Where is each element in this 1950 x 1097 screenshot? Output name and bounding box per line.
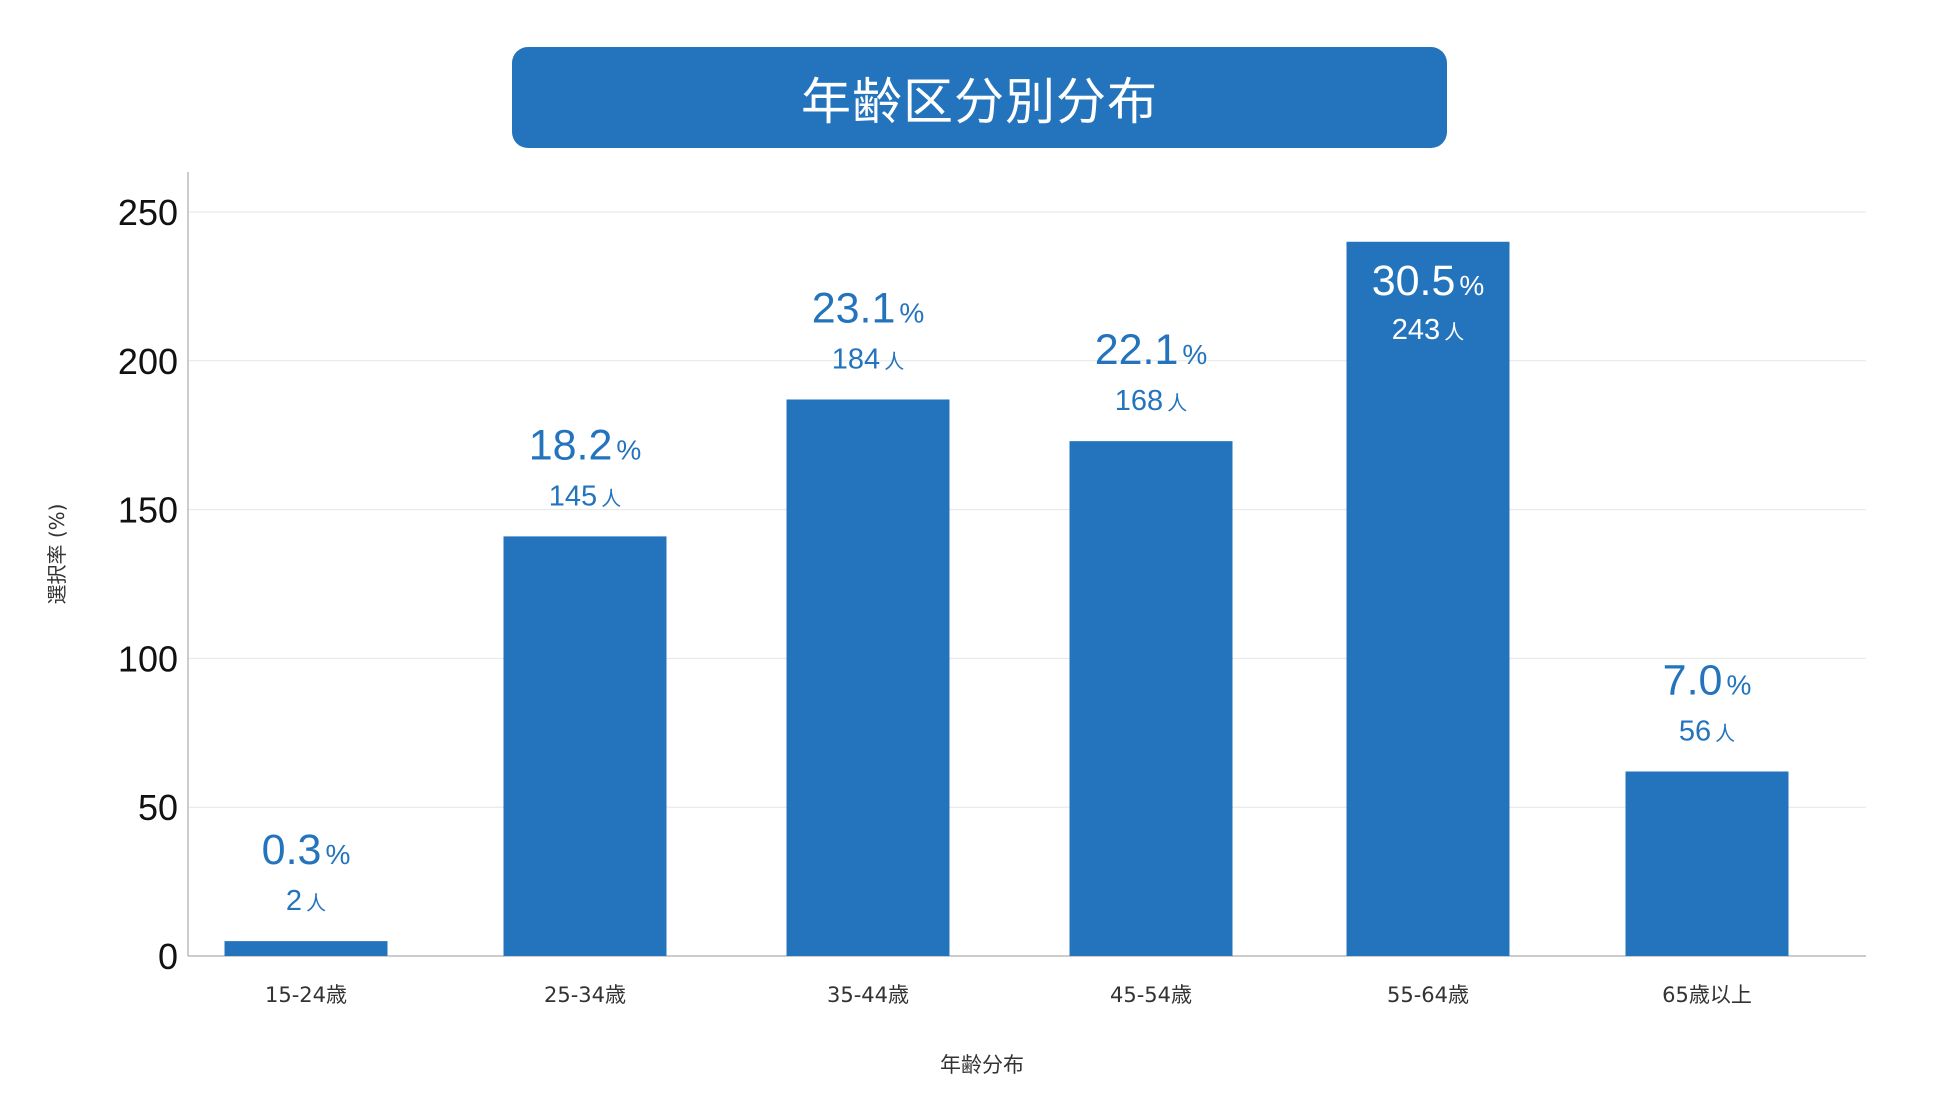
percent-label: 30.5% [1372,257,1485,305]
percent-label: 7.0% [1663,656,1752,704]
y-tick-label: 0 [158,936,178,977]
bar [1625,771,1789,956]
x-tick-label: 65歳以上 [1662,983,1752,1007]
count-label: 184 人 [832,343,904,375]
axes [187,172,1866,957]
y-tick-label: 100 [118,638,178,679]
chart-title: 年齢区分別分布 [801,72,1158,131]
bar [503,536,667,956]
x-tick-label: 45-54歳 [1110,983,1192,1007]
count-label: 243 人 [1392,314,1464,346]
x-tick-label: 55-64歳 [1387,983,1469,1007]
count-label: 145 人 [549,480,621,512]
percent-label: 18.2% [529,421,642,469]
bars [224,241,1789,957]
data-labels: 0.3 % 2 人 18.2 % 145 人 23.1 % 184 人 22.1 % 168 人 30.5 % 24… [262,257,1752,917]
y-tick-label: 150 [118,490,178,531]
percent-label: 22.1% [1095,326,1208,374]
y-tick-label: 200 [118,341,178,382]
y-tick-label: 250 [118,192,178,233]
gridlines [188,211,1866,808]
y-axis-title: 選択率 (%) [45,504,69,605]
bar [786,399,950,956]
bar [224,941,388,956]
bar [1069,441,1233,957]
chart-title-banner: 年齢区分別分布 [512,47,1447,148]
count-label: 168 人 [1115,385,1187,417]
y-tick-label: 50 [138,787,178,828]
percent-label: 23.1% [812,284,925,332]
x-axis-title: 年齢分布 [940,1053,1024,1077]
x-tick-label: 15-24歳 [265,983,347,1007]
bar [1346,241,1510,956]
percent-label: 0.3% [262,826,351,874]
x-tick-label: 25-34歳 [544,983,626,1007]
x-tick-label: 35-44歳 [827,983,909,1007]
tick-labels: 0 50 100 150 200 250 15-24歳 25-34歳 35-44歳 45-54歳 5… [118,192,1752,1007]
count-label: 56 人 [1679,715,1735,747]
